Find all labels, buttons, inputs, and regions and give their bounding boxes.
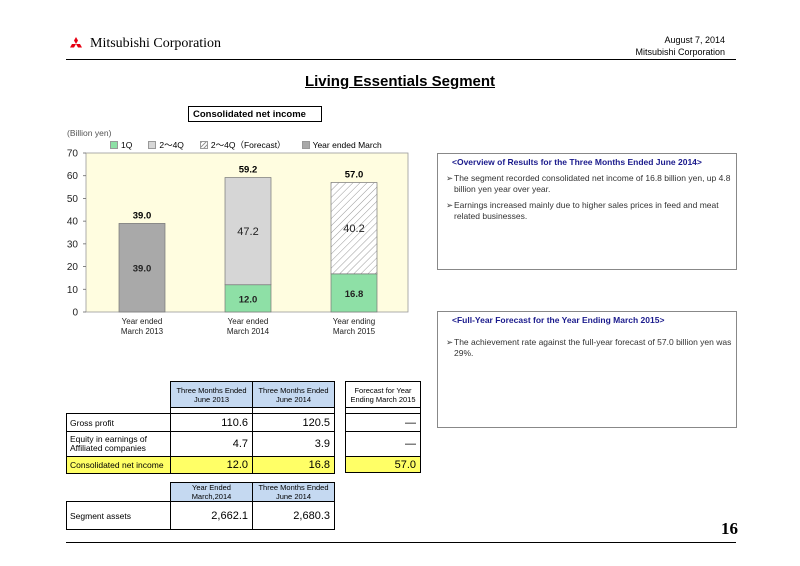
- legend-item-year-ended: Year ended March: [301, 140, 382, 150]
- x-category-label: Year ended: [122, 317, 163, 326]
- legend-item-1q: 1Q: [110, 140, 132, 150]
- legend-item-forecast: 2～4Q（Forecast）: [199, 139, 286, 151]
- footer-divider: [66, 542, 736, 543]
- col-header-jun2014: Three Months Ended June 2014: [252, 381, 335, 408]
- row-label: Consolidated net income: [66, 456, 171, 474]
- y-tick-label: 20: [67, 262, 79, 273]
- arrow-bullet-icon: ➢: [446, 200, 454, 210]
- cell-value: 2,662.1: [170, 501, 253, 530]
- row-label: Equity in earnings of Affiliated compani…: [66, 431, 171, 457]
- overview-bullet: ➢ Earnings increased mainly due to higher…: [446, 200, 719, 221]
- forecast-panel: <Full-Year Forecast for the Year Ending …: [437, 311, 737, 428]
- cell-value: 2,680.3: [252, 501, 335, 530]
- forecast-bullet: ➢ The achievement rate against the full-y…: [446, 337, 732, 358]
- y-tick-label: 0: [72, 308, 78, 319]
- cell-value: 3.9: [252, 431, 335, 457]
- row-label: Gross profit: [66, 413, 171, 432]
- legend-item-2-4q: 2～4Q: [148, 139, 184, 151]
- company-name-right: Mitsubishi Corporation: [635, 47, 725, 57]
- header-meta: August 7, 2014 Mitsubishi Corporation: [635, 34, 725, 58]
- cell-value: ―: [345, 431, 421, 457]
- bar-total-label: 39.0: [133, 210, 152, 221]
- bar-segment: [118, 223, 166, 313]
- col-header-jun2014: Three Months Ended June 2014: [252, 482, 335, 502]
- three-diamonds-icon: [70, 37, 82, 48]
- bar-segment: [224, 177, 272, 286]
- cell-value: 12.0: [170, 456, 253, 474]
- row-label: Segment assets: [66, 501, 171, 530]
- bar-data-label: 12.0: [239, 294, 258, 305]
- assets-table: Year Ended March,2014 Three Months Ended…: [66, 482, 335, 530]
- overview-title: <Overview of Results for the Three Month…: [452, 157, 702, 167]
- report-date: August 7, 2014: [664, 35, 725, 45]
- cell-value: ―: [345, 413, 421, 432]
- page-title: Living Essentials Segment: [304, 73, 496, 90]
- header-divider: [66, 59, 736, 60]
- bar-segment: [330, 182, 378, 275]
- cell-value: 110.6: [170, 413, 253, 432]
- cell-value: 4.7: [170, 431, 253, 457]
- bar-total-label: 57.0: [345, 170, 364, 181]
- table-row: Equity in earnings of Affiliated compani…: [66, 431, 335, 457]
- bar-total-label: 59.2: [239, 165, 258, 176]
- bar-data-label: 47.2: [237, 226, 258, 238]
- unit-label: (Billion yen): [67, 128, 112, 138]
- y-tick-label: 50: [67, 194, 79, 205]
- arrow-bullet-icon: ➢: [446, 173, 454, 183]
- col-header-forecast: Forecast for Year Ending March 2015: [345, 381, 421, 408]
- table-row: Gross profit 110.6 120.5: [66, 413, 335, 432]
- chart-label: Consolidated net income: [188, 106, 322, 122]
- cell-value: 120.5: [252, 413, 335, 432]
- y-tick-label: 60: [67, 171, 79, 182]
- page-number: 16: [721, 519, 738, 538]
- col-header-mar2014: Year Ended March,2014: [170, 482, 253, 502]
- y-tick-label: 10: [67, 285, 79, 296]
- y-tick-label: 70: [67, 149, 79, 160]
- x-category-label: Year ending: [333, 317, 375, 326]
- bar-data-label: 16.8: [345, 289, 364, 300]
- x-category-label: March 2014: [227, 327, 270, 336]
- x-category-label: March 2013: [121, 327, 164, 336]
- bar-segment: [330, 273, 378, 313]
- x-category-label: Year ended: [228, 317, 269, 326]
- overview-bullet: ➢ The segment recorded consolidated net i…: [446, 173, 731, 194]
- col-header-jun2013: Three Months Ended June 2013: [170, 381, 253, 408]
- chart-legend: 1Q 2～4Q 2～4Q（Forecast） Year ended March: [110, 139, 398, 151]
- overview-panel: <Overview of Results for the Three Month…: [437, 153, 737, 270]
- bar-data-label: 40.2: [343, 223, 364, 235]
- y-tick-label: 40: [67, 217, 79, 228]
- company-logo: Mitsubishi Corporation: [68, 36, 221, 52]
- y-tick-label: 30: [67, 239, 79, 250]
- table-row: Segment assets 2,662.1 2,680.3: [66, 501, 335, 530]
- results-table: Three Months Ended June 2013 Three Month…: [66, 381, 335, 474]
- bar-data-label: 39.0: [133, 264, 152, 275]
- arrow-bullet-icon: ➢: [446, 337, 454, 347]
- x-category-label: March 2015: [333, 327, 376, 336]
- company-name: Mitsubishi Corporation: [90, 36, 222, 51]
- bar-segment: [224, 284, 272, 313]
- cell-value: 57.0: [345, 456, 421, 473]
- cell-value: 16.8: [252, 456, 335, 474]
- forecast-table: Forecast for Year Ending March 2015 ― ― …: [345, 381, 421, 473]
- forecast-title: <Full-Year Forecast for the Year Ending …: [452, 315, 665, 325]
- table-row: Consolidated net income 12.0 16.8: [66, 456, 335, 474]
